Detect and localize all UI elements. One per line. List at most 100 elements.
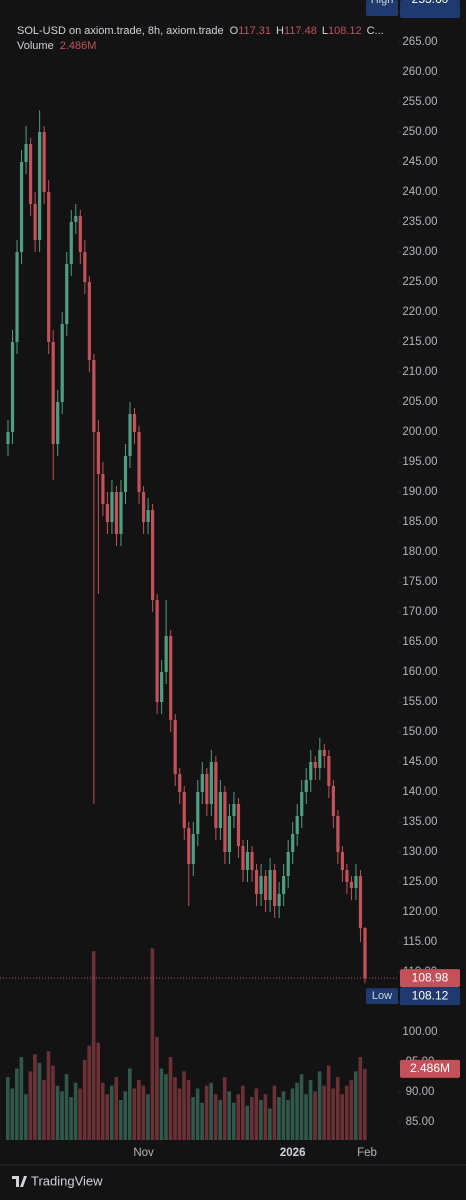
- volume-bar: [222, 1077, 227, 1140]
- candle-body: [232, 804, 236, 816]
- volume-bar: [60, 1091, 64, 1140]
- legend-label: O: [230, 25, 239, 37]
- candle-body: [141, 492, 146, 522]
- candle-body: [15, 252, 19, 342]
- volume-bar: [177, 1088, 182, 1140]
- candle-body: [241, 846, 245, 870]
- volume-bar: [69, 1097, 73, 1140]
- y-tick-label: 220.00: [402, 306, 437, 318]
- volume-bar: [182, 1071, 186, 1140]
- volume-bar: [51, 1065, 55, 1140]
- high-label: High: [371, 0, 394, 6]
- volume-bar: [213, 1094, 218, 1140]
- legend-value: 117.48: [284, 25, 317, 37]
- x-tick-label: 2026: [280, 1147, 306, 1159]
- candle-body: [254, 870, 259, 894]
- low-label: Low: [372, 990, 392, 1002]
- candle-body: [300, 792, 304, 816]
- candle-body: [286, 852, 290, 876]
- volume-bar: [173, 1077, 177, 1140]
- candle-body: [187, 828, 191, 864]
- y-tick-label: 250.00: [402, 126, 437, 138]
- volume-bar: [340, 1094, 345, 1140]
- candle-body: [327, 756, 331, 786]
- candle-body: [42, 132, 46, 192]
- candle-body: [318, 750, 322, 768]
- last-price-value: 108.98: [412, 970, 449, 984]
- volume-bar: [42, 1079, 46, 1140]
- y-tick-label: 140.00: [402, 786, 437, 798]
- candle-body: [245, 852, 250, 870]
- volume-bar: [186, 1079, 191, 1140]
- volume-bar: [272, 1085, 277, 1140]
- candle-body: [227, 816, 232, 852]
- candle-body: [92, 360, 96, 432]
- volume-bar: [78, 1088, 82, 1140]
- volume-bar: [204, 1085, 209, 1140]
- candle-body: [259, 876, 263, 894]
- y-tick-label: 215.00: [402, 336, 437, 348]
- volume-bar: [128, 1068, 132, 1140]
- candle-body: [223, 792, 227, 852]
- candle-body: [47, 192, 51, 342]
- candle-body: [164, 636, 168, 672]
- y-tick-label: 100.00: [402, 1026, 437, 1038]
- y-tick-label: 120.00: [402, 906, 437, 918]
- y-tick-label: 150.00: [402, 726, 437, 738]
- volume-bar: [353, 1071, 358, 1140]
- candle-body: [83, 252, 87, 282]
- candle-body: [146, 510, 150, 522]
- high-value: 253.60: [412, 0, 449, 6]
- volume-bar: [358, 1057, 363, 1140]
- volume-bar: [114, 1077, 119, 1140]
- y-tick-label: 255.00: [402, 96, 437, 108]
- volume-bar: [344, 1085, 349, 1140]
- volume-bar: [123, 1091, 128, 1140]
- volume-bar: [218, 1099, 222, 1140]
- candle-body: [114, 492, 119, 534]
- volume-bar: [132, 1088, 137, 1140]
- volume-bar: [91, 951, 96, 1140]
- candle-body: [304, 780, 308, 792]
- volume-bar: [118, 1099, 123, 1140]
- volume-bar: [290, 1088, 295, 1140]
- y-tick-label: 230.00: [402, 246, 437, 258]
- volume-bar: [100, 1082, 105, 1140]
- volume-bar: [37, 1062, 42, 1140]
- candle-body: [110, 492, 114, 522]
- y-tick-label: 90.00: [406, 1086, 435, 1098]
- candle-body: [28, 144, 33, 204]
- legend-value: 108.12: [328, 25, 362, 37]
- candle-body: [119, 492, 123, 534]
- y-tick-label: 155.00: [402, 696, 437, 708]
- volume-bar: [277, 1097, 281, 1140]
- volume-bar: [331, 1088, 335, 1140]
- candle-body: [101, 474, 105, 504]
- legend-label: L: [322, 25, 328, 37]
- candle-body: [96, 432, 100, 474]
- y-tick-label: 225.00: [402, 276, 437, 288]
- candle-body: [191, 834, 195, 864]
- candle-body: [33, 204, 37, 240]
- candle-body: [345, 870, 349, 882]
- volume-bar: [313, 1091, 317, 1140]
- y-tick-label: 170.00: [402, 606, 437, 618]
- volume-bar: [64, 1074, 69, 1140]
- volume-bar: [317, 1071, 322, 1140]
- candle-body: [38, 132, 42, 240]
- candle-body: [182, 792, 186, 828]
- volume-bar: [191, 1097, 195, 1140]
- candle-body: [74, 216, 78, 222]
- volume-bar: [33, 1054, 37, 1140]
- volume-bar: [28, 1071, 33, 1140]
- volume-bar: [363, 1068, 367, 1140]
- volume-bar: [141, 1085, 146, 1140]
- volume-bar: [82, 1059, 87, 1140]
- volume-bar: [195, 1088, 200, 1140]
- candle-body: [160, 672, 164, 702]
- candle-body: [250, 852, 254, 870]
- y-tick-label: 210.00: [402, 366, 437, 378]
- low-value: 108.12: [412, 988, 449, 1002]
